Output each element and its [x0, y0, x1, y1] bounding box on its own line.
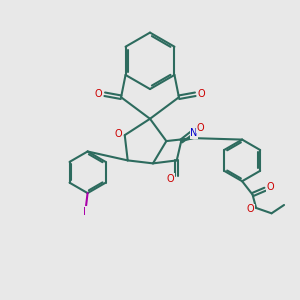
Text: O: O	[267, 182, 274, 192]
Text: N: N	[190, 128, 197, 138]
Text: O: O	[247, 204, 255, 214]
Text: O: O	[197, 89, 205, 99]
Text: O: O	[167, 174, 174, 184]
Text: O: O	[115, 129, 123, 139]
Text: I: I	[83, 206, 86, 217]
Text: O: O	[196, 123, 204, 133]
Text: O: O	[95, 89, 103, 99]
